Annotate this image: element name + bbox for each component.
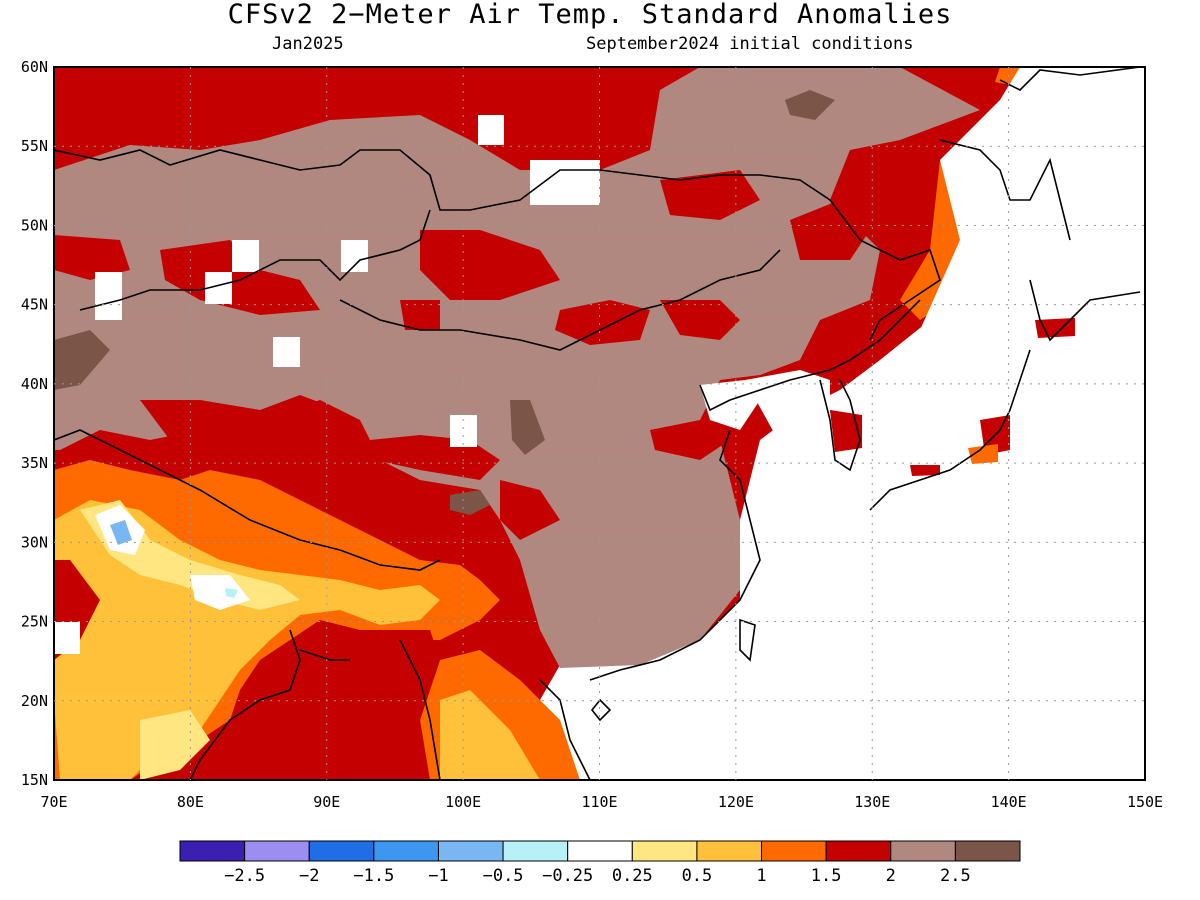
colorbar-label: −0.5 <box>483 866 524 886</box>
colorbar-label: 0.25 <box>612 866 653 886</box>
lon-tick-label: 100E <box>445 793 481 811</box>
lat-tick-label: 60N <box>21 58 48 76</box>
colorbar-label: 2.5 <box>940 866 971 886</box>
lat-tick-label: 15N <box>21 771 48 789</box>
colorbar <box>179 840 1021 862</box>
colorbar-swatch <box>437 840 504 862</box>
lat-tick-label: 40N <box>21 375 48 393</box>
colorbar-label: 1.5 <box>811 866 842 886</box>
colorbar-swatch <box>373 840 439 862</box>
anomaly-field <box>54 67 1145 780</box>
colorbar-swatch <box>502 840 569 862</box>
colorbar-swatch <box>308 840 375 862</box>
lat-tick-label: 35N <box>21 454 48 472</box>
anomaly-region-2-2.5 <box>54 67 980 668</box>
lon-tick-label: 130E <box>854 793 890 811</box>
colorbar-label: −1 <box>428 866 448 886</box>
colorbar-label: 2 <box>886 866 896 886</box>
colorbar-swatch <box>631 840 698 862</box>
lon-tick-label: 90E <box>313 793 340 811</box>
lon-tick-label: 150E <box>1127 793 1163 811</box>
lat-tick-label: 20N <box>21 692 48 710</box>
colorbar-swatch <box>954 840 1021 862</box>
lon-tick-labels: 70E 80E 90E 100E 110E 120E 130E 140E 150E <box>40 793 1163 811</box>
colorbar-swatch <box>179 840 246 862</box>
colorbar-swatch <box>825 840 892 862</box>
colorbar-label: −2.5 <box>224 866 265 886</box>
colorbar-label: −1.5 <box>353 866 394 886</box>
lon-tick-label: 140E <box>991 793 1027 811</box>
lat-tick-label: 55N <box>21 137 48 155</box>
lon-tick-label: 70E <box>40 793 67 811</box>
lat-tick-label: 30N <box>21 533 48 551</box>
lon-tick-label: 120E <box>718 793 754 811</box>
gridlines <box>54 67 1145 780</box>
colorbar-swatch <box>890 840 956 862</box>
map-title: CFSv2 2−Meter Air Temp. Standard Anomali… <box>227 0 953 30</box>
colorbar-swatch <box>244 840 310 862</box>
coastlines <box>54 67 1141 780</box>
colorbar-swatch <box>567 840 633 862</box>
colorbar-labels: −2.5 −2 −1.5 −1 −0.5 −0.25 0.25 0.5 1 1.5 2 2.5 <box>224 866 971 886</box>
colorbar-label: −0.25 <box>542 866 593 886</box>
colorbar-swatch <box>761 840 827 862</box>
colorbar-label: −2 <box>299 866 319 886</box>
init-conditions-label: September2024 initial conditions <box>586 34 914 54</box>
lat-tick-label: 45N <box>21 296 48 314</box>
lat-tick-labels: 60N 55N 50N 45N 40N 35N 30N 25N 20N 15N <box>21 58 48 789</box>
lat-tick-label: 50N <box>21 216 48 234</box>
colorbar-label: 1 <box>756 866 766 886</box>
valid-month-label: Jan2025 <box>272 34 344 54</box>
lon-tick-label: 110E <box>581 793 617 811</box>
lat-tick-label: 25N <box>21 613 48 631</box>
colorbar-swatch <box>696 840 763 862</box>
lon-tick-label: 80E <box>177 793 204 811</box>
colorbar-label: 0.5 <box>682 866 713 886</box>
